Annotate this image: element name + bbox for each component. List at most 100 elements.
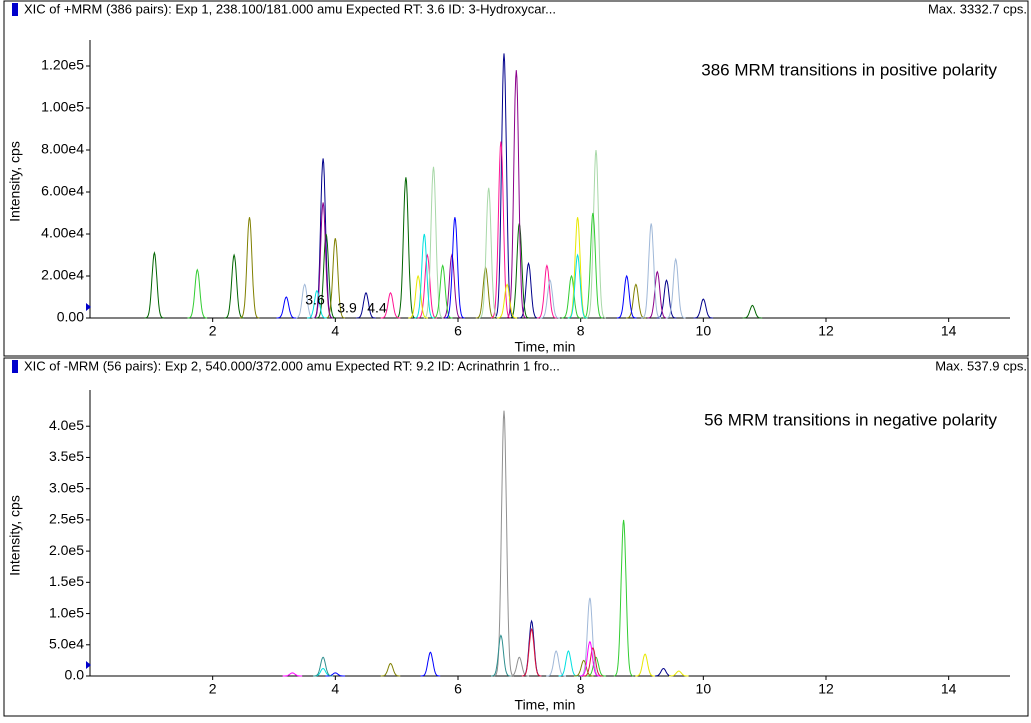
peak (561, 274, 582, 319)
y-tick-label: 2.5e5 (49, 511, 84, 527)
peak (497, 283, 517, 319)
peak (641, 223, 662, 319)
x-tick-label: 12 (818, 681, 834, 697)
panel-frame (3, 357, 1029, 717)
peak (580, 597, 600, 677)
peak (313, 656, 333, 677)
peak (239, 217, 260, 319)
x-tick-label: 14 (941, 323, 957, 339)
peak (540, 279, 560, 319)
annotation: 386 MRM transitions in positive polarity (701, 60, 997, 79)
peak-label: 4.4 (367, 300, 387, 316)
y-tick-label: 2.0e5 (49, 542, 84, 558)
y-tick-label: 4.0e5 (49, 417, 84, 433)
x-tick-label: 14 (941, 681, 957, 697)
y-axis-label: Intensity, cps (7, 141, 23, 222)
y-tick-label: 5.0e4 (49, 635, 84, 651)
y-tick-label: 1.5e5 (49, 573, 84, 589)
max-label: Max. 3332.7 cps. (928, 1, 1027, 16)
peak (187, 268, 208, 319)
peak (693, 298, 714, 319)
x-tick-label: 6 (454, 323, 462, 339)
annotation: 56 MRM transitions in negative polarity (704, 410, 997, 429)
peak (616, 274, 637, 319)
header-icon (12, 3, 18, 16)
x-tick-label: 6 (454, 681, 462, 697)
peak (635, 653, 655, 677)
peak (647, 270, 668, 319)
peak (613, 519, 634, 677)
peak (521, 627, 542, 677)
peak (558, 650, 579, 677)
peak-label: 3.6 (305, 292, 325, 308)
peak (445, 217, 465, 319)
x-tick-label: 10 (696, 323, 712, 339)
peak (518, 261, 539, 319)
peak (573, 659, 594, 677)
peak (509, 656, 530, 677)
y-tick-label: 1.0e5 (49, 604, 84, 620)
peak (423, 166, 444, 319)
peak (313, 667, 333, 677)
peak (494, 53, 514, 319)
peak (380, 662, 401, 677)
x-tick-label: 2 (209, 681, 217, 697)
y-tick-label: 0.00 (57, 309, 84, 325)
peak (414, 233, 435, 319)
y-tick-label: 4.00e4 (41, 225, 84, 241)
axis-marker (86, 661, 91, 669)
x-tick-label: 4 (331, 681, 339, 697)
peak (626, 283, 646, 319)
y-tick-label: 3.5e5 (49, 448, 84, 464)
peak (491, 634, 511, 677)
peak (494, 410, 514, 677)
peak (276, 296, 297, 319)
panel-header: XIC of -MRM (56 pairs): Exp 2, 540.000/3… (24, 358, 560, 373)
peak (432, 264, 453, 319)
axis-marker (86, 303, 91, 311)
peak (567, 253, 588, 319)
panel-frame (3, 0, 1029, 357)
peak (316, 233, 336, 319)
peak (420, 651, 441, 677)
x-tick-label: 8 (577, 681, 585, 697)
y-tick-label: 6.00e4 (41, 183, 84, 199)
peak (380, 291, 401, 319)
peak (356, 291, 376, 319)
peak (537, 264, 557, 319)
y-tick-label: 1.20e5 (41, 57, 84, 73)
peak (546, 650, 566, 677)
x-tick-label: 10 (696, 681, 712, 697)
peak (408, 274, 428, 319)
peak (669, 670, 689, 677)
peak (282, 672, 303, 677)
peak (224, 253, 244, 319)
x-axis-label: Time, min (515, 339, 576, 355)
peak (742, 304, 763, 319)
max-label: Max. 537.9 cps. (935, 358, 1027, 373)
peak (586, 149, 606, 319)
y-axis-label: Intensity, cps (7, 495, 23, 576)
peak (567, 217, 588, 319)
peak (583, 646, 603, 677)
x-tick-label: 8 (577, 323, 585, 339)
peak (325, 238, 346, 319)
y-tick-label: 2.00e4 (41, 267, 84, 283)
peak (478, 187, 499, 319)
peak (653, 667, 674, 677)
x-axis-label: Time, min (515, 697, 576, 713)
x-tick-label: 2 (209, 323, 217, 339)
y-tick-label: 8.00e4 (41, 141, 84, 157)
peak (506, 70, 527, 319)
y-tick-label: 0.0 (65, 667, 85, 683)
peak-label: 3.9 (337, 300, 357, 316)
panel-header: XIC of +MRM (386 pairs): Exp 1, 238.100/… (24, 1, 556, 16)
peak (325, 672, 346, 677)
peak (307, 289, 327, 319)
y-tick-label: 3.0e5 (49, 479, 84, 495)
peak (396, 177, 416, 319)
x-tick-label: 12 (818, 323, 834, 339)
x-tick-label: 4 (331, 323, 339, 339)
